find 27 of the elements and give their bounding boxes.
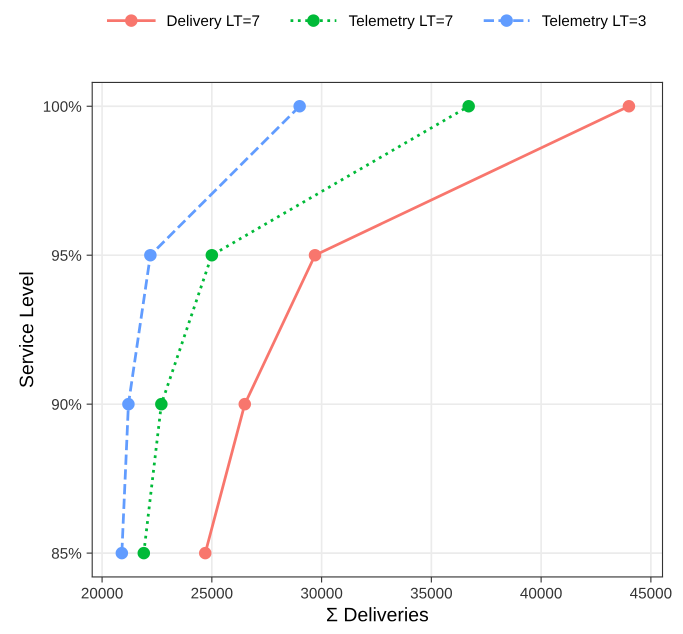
y-tick-label: 90% — [52, 399, 82, 410]
x-axis-title: Σ Deliveries — [326, 607, 428, 622]
point — [155, 398, 168, 410]
point — [138, 546, 150, 560]
y-tick-label: 100% — [44, 101, 82, 112]
point — [238, 398, 252, 410]
point — [308, 248, 322, 262]
y-tick-label: 85% — [52, 548, 82, 559]
y-tick-label: 95% — [52, 250, 82, 261]
point — [293, 100, 306, 113]
point — [199, 546, 212, 560]
legend-label: Telemetry LT=3 — [542, 14, 646, 30]
x-tick-label: 25000 — [191, 588, 232, 599]
legend-label: Telemetry LT=7 — [348, 14, 452, 30]
legend-label: Delivery LT=7 — [168, 14, 260, 30]
x-tick-label: 30000 — [300, 588, 342, 599]
point — [622, 100, 636, 113]
point — [116, 546, 128, 560]
point — [144, 248, 157, 262]
x-tick-label: 45000 — [630, 588, 672, 599]
point — [462, 100, 475, 113]
x-tick-label: 35000 — [410, 588, 452, 599]
y-axis-title: Service Level — [19, 272, 34, 388]
x-tick-label: 20000 — [82, 588, 123, 599]
point — [122, 398, 135, 410]
point — [206, 248, 218, 262]
x-tick-label: 40000 — [520, 588, 562, 599]
